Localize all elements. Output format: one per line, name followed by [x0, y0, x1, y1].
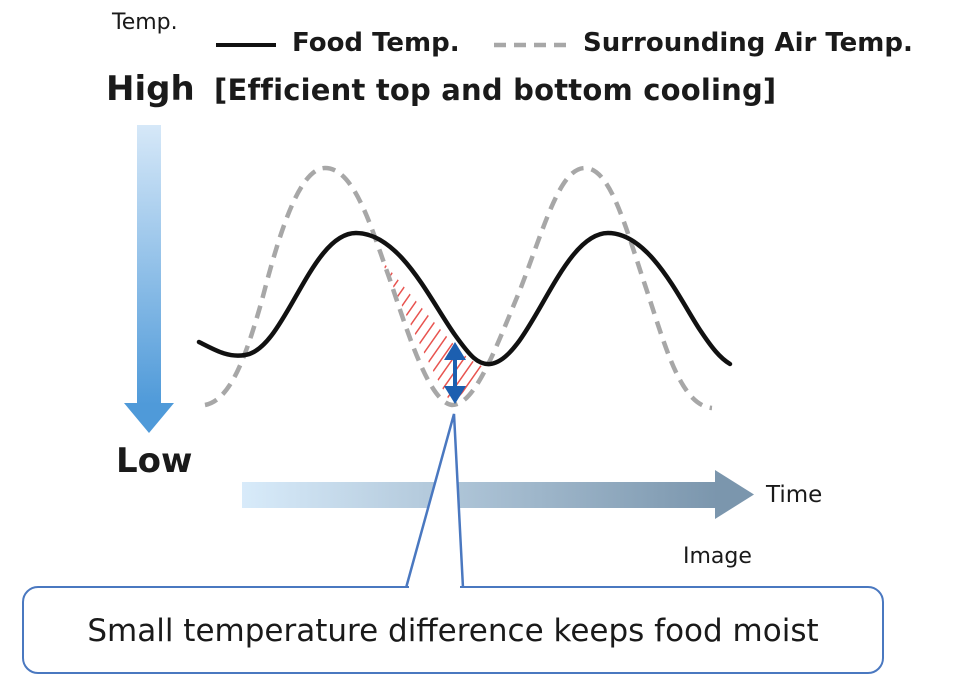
x-axis-title: Time	[766, 482, 823, 508]
high-label: High	[106, 69, 195, 109]
food-temp-curve	[196, 230, 733, 367]
low-label: Low	[116, 441, 193, 481]
subtitle: [Efficient top and bottom cooling]	[214, 73, 777, 107]
high-to-low-arrow	[124, 125, 174, 433]
legend-air-label: Surrounding Air Temp.	[583, 28, 913, 58]
image-note: Image	[683, 544, 752, 569]
difference-double-arrow	[444, 342, 466, 404]
time-arrow	[242, 470, 754, 519]
y-axis-title: Temp.	[112, 10, 178, 35]
callout-pointer	[404, 413, 465, 589]
callout-text: Small temperature difference keeps food …	[87, 613, 819, 649]
legend-food-label: Food Temp.	[292, 28, 460, 58]
air-temp-curve	[204, 165, 713, 411]
